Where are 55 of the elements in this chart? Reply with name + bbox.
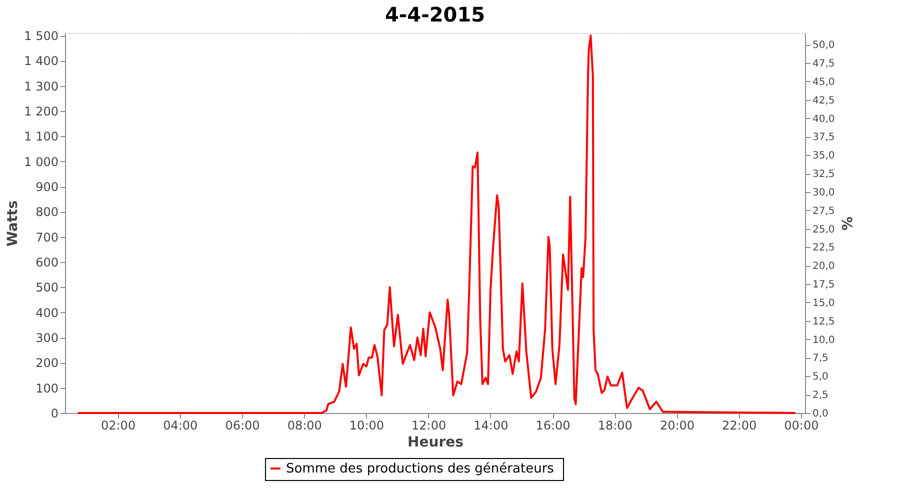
x-tick-label: 14:00 bbox=[474, 418, 508, 432]
y2-tick-label: 2,5 bbox=[812, 390, 828, 402]
y2-tick-label: 37,5 bbox=[812, 132, 835, 144]
y2-tick-label: 7,5 bbox=[812, 353, 828, 364]
x-tick-label: 02:00 bbox=[100, 418, 136, 432]
y2-tick-label: 10,0 bbox=[812, 334, 835, 346]
y2-tick-label: 22,5 bbox=[812, 242, 835, 254]
y-axis-title: Watts bbox=[5, 200, 22, 247]
y-tick-label: 1 000 bbox=[24, 154, 58, 169]
y-tick-label: 1 400 bbox=[24, 54, 58, 68]
x-tick-label: 16:00 bbox=[536, 418, 570, 432]
x-axis-title: Heures bbox=[408, 434, 464, 450]
y2-axis-title: % bbox=[838, 216, 854, 231]
y-tick-label: 800 bbox=[36, 205, 58, 220]
y2-tick-label: 5,0 bbox=[812, 372, 828, 383]
y-tick-label: 500 bbox=[36, 280, 58, 295]
x-tick-label: 20:00 bbox=[660, 418, 695, 432]
y2-tick-label: 12,5 bbox=[812, 316, 835, 328]
y-tick-label: 100 bbox=[36, 381, 58, 396]
y2-tick-label: 35,0 bbox=[812, 150, 835, 162]
x-tick-label: 12:00 bbox=[412, 418, 446, 432]
y2-tick-label: 40,0 bbox=[812, 114, 835, 125]
x-tick-label: 10:00 bbox=[349, 418, 384, 432]
y-tick-label: 400 bbox=[36, 306, 58, 320]
y2-tick-label: 20,0 bbox=[812, 261, 835, 272]
y-tick-label: 1 200 bbox=[24, 104, 58, 119]
line-series bbox=[76, 34, 796, 414]
x-tick-label: 18:00 bbox=[598, 418, 632, 432]
y2-tick-label: 17,5 bbox=[812, 280, 835, 291]
y-tick-label: 600 bbox=[36, 256, 58, 270]
chart-title: 4-4-2015 bbox=[384, 2, 486, 27]
y2-tick-label: 50,0 bbox=[812, 40, 835, 52]
y2-tick-label: 25,0 bbox=[812, 224, 835, 236]
y2-tick-label: 42,5 bbox=[812, 95, 835, 106]
x-tick-label: 22:00 bbox=[722, 418, 757, 432]
y2-tick-label: 15,0 bbox=[812, 298, 835, 309]
x-tick-label: 00:00 bbox=[784, 418, 819, 432]
y2-tick-label: 47,5 bbox=[812, 58, 835, 70]
y-tick-label: 200 bbox=[36, 356, 58, 370]
y-tick-label: 1 300 bbox=[24, 79, 58, 94]
y2-tick-label: 45,0 bbox=[812, 76, 835, 88]
y-tick-label: 1 100 bbox=[24, 130, 58, 144]
y-tick-label: 0 bbox=[50, 406, 58, 420]
y-tick-label: 1 500 bbox=[24, 29, 58, 44]
y2-tick-label: 27,5 bbox=[812, 206, 835, 217]
x-tick-label: 06:00 bbox=[225, 418, 260, 432]
legend-label: Somme des productions des générateurs bbox=[286, 462, 554, 476]
y-tick-label: 700 bbox=[36, 230, 58, 244]
y2-tick-label: 30,0 bbox=[812, 187, 835, 198]
y-tick-label: 300 bbox=[36, 331, 58, 346]
y2-tick-label: 32,5 bbox=[812, 169, 835, 180]
y-tick-label: 900 bbox=[36, 180, 58, 194]
x-tick-label: 08:00 bbox=[287, 418, 322, 432]
y2-tick-label: 0,0 bbox=[812, 408, 828, 420]
x-tick-label: 04:00 bbox=[163, 418, 198, 432]
